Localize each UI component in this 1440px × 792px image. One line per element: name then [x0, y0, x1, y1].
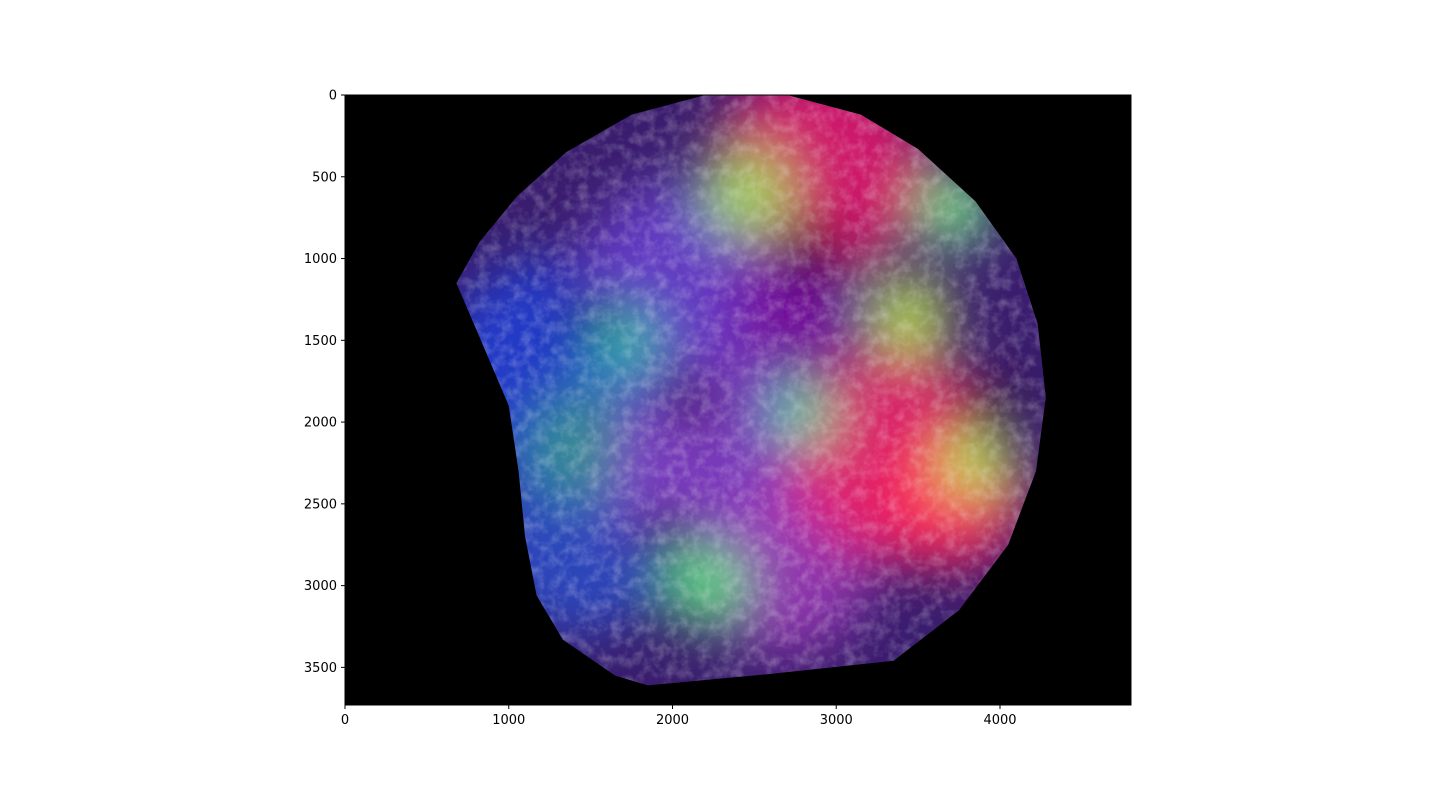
y-tick-label: 3500 [304, 661, 337, 676]
y-tick-label: 3000 [304, 579, 337, 594]
y-tick-label: 1000 [304, 252, 337, 267]
satellite-image [456, 95, 1046, 686]
y-tick-label: 0 [329, 89, 337, 104]
x-tick-label: 1000 [492, 713, 525, 728]
y-axis: 0 500 1000 1500 2000 2500 3000 3500 [304, 89, 345, 676]
axes: 0 1000 2000 3000 4000 0 500 1000 1500 2000 2500 30… [304, 89, 1132, 728]
x-tick-label: 0 [341, 713, 349, 728]
x-tick-label: 3000 [820, 713, 853, 728]
y-tick-label: 500 [312, 170, 337, 185]
axes-frame [344, 94, 1132, 706]
y-tick-label: 2500 [304, 497, 337, 512]
terrain-texture [456, 95, 1046, 686]
x-axis: 0 1000 2000 3000 4000 [341, 705, 1017, 728]
x-tick-label: 2000 [656, 713, 689, 728]
y-tick-label: 2000 [304, 416, 337, 431]
x-tick-label: 4000 [983, 713, 1016, 728]
y-tick-label: 1500 [304, 334, 337, 349]
